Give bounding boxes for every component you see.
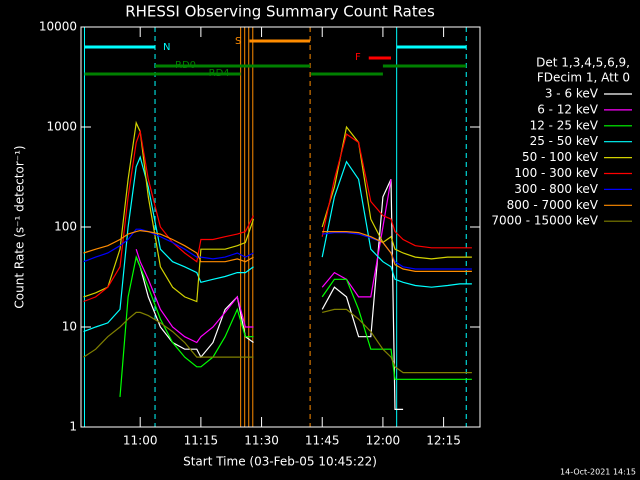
footer: 14-Oct-2021 14:15 — [560, 468, 636, 477]
y-tick-label: 10 — [62, 320, 77, 334]
series-line — [83, 155, 472, 333]
x-tick-label: 12:15 — [426, 434, 461, 448]
legend-label: 100 - 300 keV — [514, 166, 598, 180]
legend-label: 50 - 100 keV — [522, 150, 599, 164]
y-tick-label: 10000 — [39, 20, 77, 34]
x-tick-label: 12:00 — [366, 434, 401, 448]
series-line — [135, 179, 404, 410]
y-axis-label: Count Rate (s⁻¹ detector⁻¹) — [13, 145, 27, 308]
x-tick-label: 11:30 — [244, 434, 279, 448]
series-line — [83, 228, 472, 270]
x-tick-label: 11:45 — [305, 434, 340, 448]
y-tick-label: 100 — [54, 220, 77, 234]
legend-header: FDecim 1, Att 0 — [537, 71, 630, 85]
y-tick-label: 1000 — [46, 120, 77, 134]
series-line — [83, 120, 472, 303]
flag-label: N — [163, 42, 170, 53]
legend-label: 12 - 25 keV — [530, 118, 599, 132]
flag-label: RD0 — [175, 60, 196, 71]
legend-label: 25 - 50 keV — [530, 134, 599, 148]
plot-frame — [80, 26, 481, 428]
legend-label: 3 - 6 keV — [545, 87, 599, 101]
flag-label: F — [355, 52, 361, 63]
legend-label: 300 - 800 keV — [514, 182, 598, 196]
x-axis-label: Start Time (03-Feb-05 10:45:22) — [183, 455, 377, 469]
chart-title: RHESSI Observing Summary Count Rates — [125, 3, 435, 21]
legend-label: 6 - 12 keV — [537, 102, 599, 116]
x-tick-label: 11:15 — [184, 434, 219, 448]
series-line — [135, 179, 392, 344]
flag-label: RD4 — [209, 68, 230, 79]
legend-label: 7000 - 15000 keV — [491, 214, 598, 228]
y-tick-label: 1 — [69, 420, 77, 434]
series-line — [119, 255, 472, 397]
flag-label: S — [235, 36, 241, 47]
x-tick-label: 11:00 — [123, 434, 158, 448]
series-line — [83, 129, 472, 303]
legend-label: 800 - 7000 keV — [507, 198, 599, 212]
series-line — [83, 229, 472, 272]
series-line — [83, 308, 472, 374]
legend-header: Det 1,3,4,5,6,9, — [536, 56, 630, 70]
